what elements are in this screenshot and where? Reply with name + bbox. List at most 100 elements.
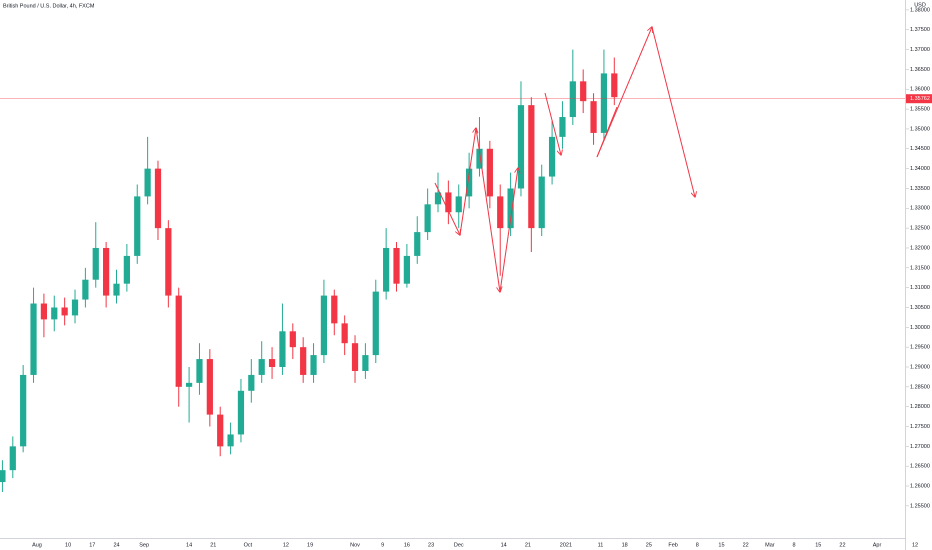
x-tick-label: 14 [186,542,192,548]
candle-body [466,168,473,197]
candle-body [497,196,504,229]
candle-body [351,343,359,371]
time-scale [0,539,906,550]
candle-body [320,295,328,356]
price-scale [906,0,932,550]
y-tick-label: 1.29000 [910,364,930,370]
candle-body [227,434,234,447]
candle-body [300,347,307,375]
y-tick-label: 1.30500 [910,305,930,311]
plot-area [0,49,905,492]
candle-body [331,295,338,324]
candle-body [196,359,203,383]
drawing-arrow [434,182,460,235]
x-tick-label: 18 [622,542,628,548]
candle-body [248,374,255,391]
y-tick-label: 1.30000 [910,325,930,331]
x-tick-label: Sep [139,542,149,548]
candle-body [528,105,535,229]
candle-body [134,196,141,256]
candle-body [175,295,182,387]
candle-body [103,247,110,296]
candle-body [590,101,597,133]
x-tick-label: Feb [668,542,677,548]
candle-body [71,299,79,316]
candle-body [383,247,390,292]
x-tick-label: 17 [89,542,95,548]
x-tick-label: Oct [244,542,253,548]
candle-body [165,228,172,296]
x-tick-label: 21 [210,542,216,548]
x-tick-label: 22 [839,542,845,548]
candle-body [341,323,348,344]
candle-body [476,148,483,169]
y-tick-label: 1.31000 [910,285,930,291]
candle-body [310,355,317,375]
candle-body [113,283,120,296]
y-tick-label: 1.26000 [910,483,930,489]
x-tick-label: 21 [525,542,531,548]
x-tick-label: 22 [743,542,749,548]
x-tick-label: 10 [65,542,71,548]
candle-body [40,303,48,320]
x-tick-label: 8 [793,542,796,548]
y-tick-label: 1.25500 [910,503,930,509]
candle-body [144,168,151,197]
candle-body [268,359,276,367]
x-tick-label: Nov [350,542,360,548]
candle-body [507,188,514,229]
y-tick-label: 1.31500 [910,265,930,271]
x-tick-label: 12 [912,542,918,548]
last-price-box [906,94,932,104]
x-tick-label: 19 [307,542,313,548]
candle-body [20,374,27,447]
x-tick-label: 24 [113,542,119,548]
y-tick-label: 1.28500 [910,384,930,390]
last-price-label: 1.35762 [910,96,930,102]
axis-unit: USD [914,2,926,8]
y-tick-label: 1.27000 [910,444,930,450]
x-tick-label: 2021 [560,542,572,548]
x-tick-label: Apr [873,542,882,548]
x-tick-label: 15 [718,542,724,548]
axes: 1.25500 1.26000 1.26500 1.27000 1.27500 1.280… [32,7,932,548]
candle-body [0,470,6,483]
y-tick-label: 1.36500 [910,67,930,73]
x-tick-label: 12 [283,542,289,548]
x-tick-label: 9 [381,542,384,548]
candle-body [548,136,556,177]
x-tick-label: 23 [428,542,434,548]
candle-body [237,390,245,435]
y-tick-label: 1.29500 [910,345,930,351]
candle-body [9,446,16,471]
x-tick-label: Mar [765,542,775,548]
candle-body [569,81,576,118]
candle-body [30,303,37,375]
drawing-arrow [499,168,518,293]
drawing-line [596,106,618,158]
candle-body [362,355,369,371]
candle-body [559,117,566,137]
y-tick-label: 1.34000 [910,166,930,172]
drawing-arrow [544,92,561,155]
candle-body [600,73,608,133]
candle-body [123,255,130,284]
x-tick-label: Dec [454,542,464,548]
y-tick-label: 1.35000 [910,126,930,132]
x-tick-label: 16 [404,542,410,548]
candle-body [486,148,493,197]
candle-body [289,331,296,348]
y-tick-label: 1.26500 [910,464,930,470]
drawing-arrow [651,26,695,197]
y-tick-label: 1.27500 [910,424,930,430]
x-tick-label: 14 [501,542,507,548]
candle-body [517,105,525,189]
candle-body [538,176,545,229]
candle-body [82,279,89,300]
y-tick-label: 1.35500 [910,107,930,113]
candle-body [580,81,587,102]
drawing-arrow [459,128,476,236]
candle-body [455,196,462,213]
x-tick-label: 8 [696,542,699,548]
